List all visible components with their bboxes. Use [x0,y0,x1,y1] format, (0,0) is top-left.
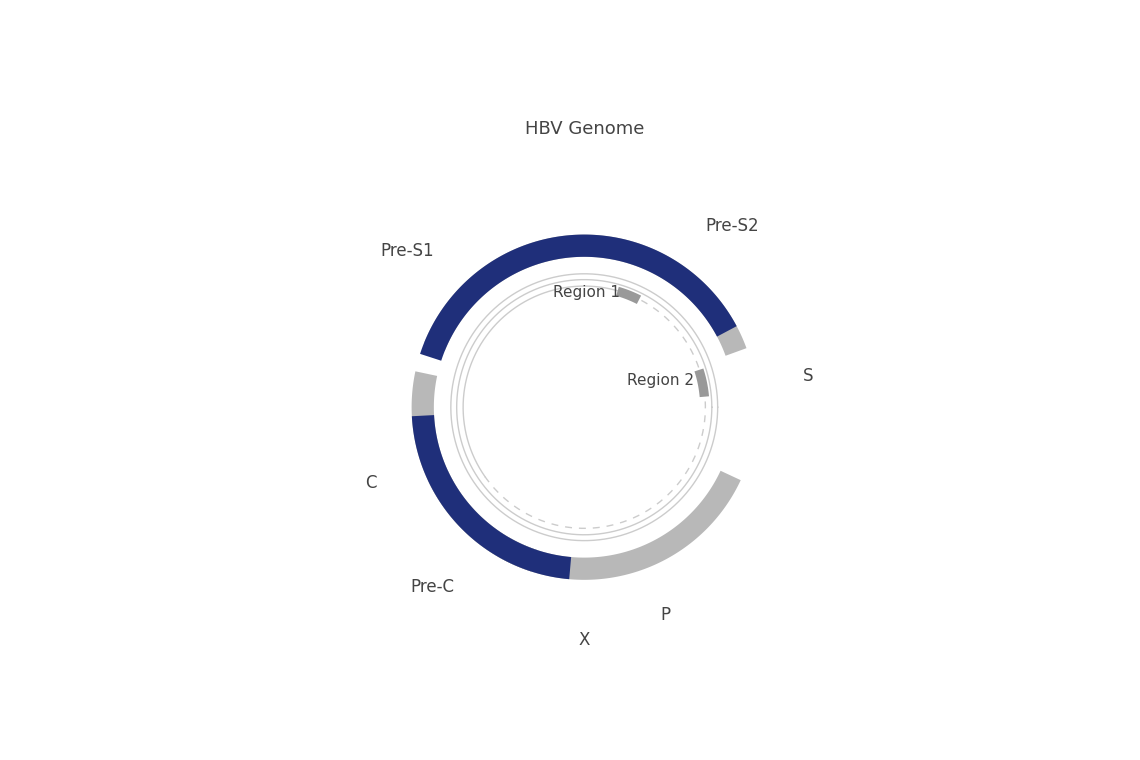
Text: S: S [804,367,814,385]
Text: Pre-C: Pre-C [410,578,454,597]
Polygon shape [412,415,571,579]
Text: Pre-S2: Pre-S2 [706,217,759,235]
Polygon shape [498,470,741,580]
Polygon shape [694,369,709,397]
Text: HBV Genome: HBV Genome [524,120,644,138]
Polygon shape [412,372,538,572]
Text: X: X [579,632,589,649]
Polygon shape [424,235,747,356]
Text: Region 2: Region 2 [627,372,693,388]
Text: Region 1: Region 1 [553,284,620,299]
Polygon shape [428,470,538,572]
Text: Pre-S1: Pre-S1 [380,242,433,260]
Text: C: C [365,474,376,492]
Polygon shape [617,287,641,304]
Text: P: P [660,606,670,624]
Polygon shape [420,235,736,361]
